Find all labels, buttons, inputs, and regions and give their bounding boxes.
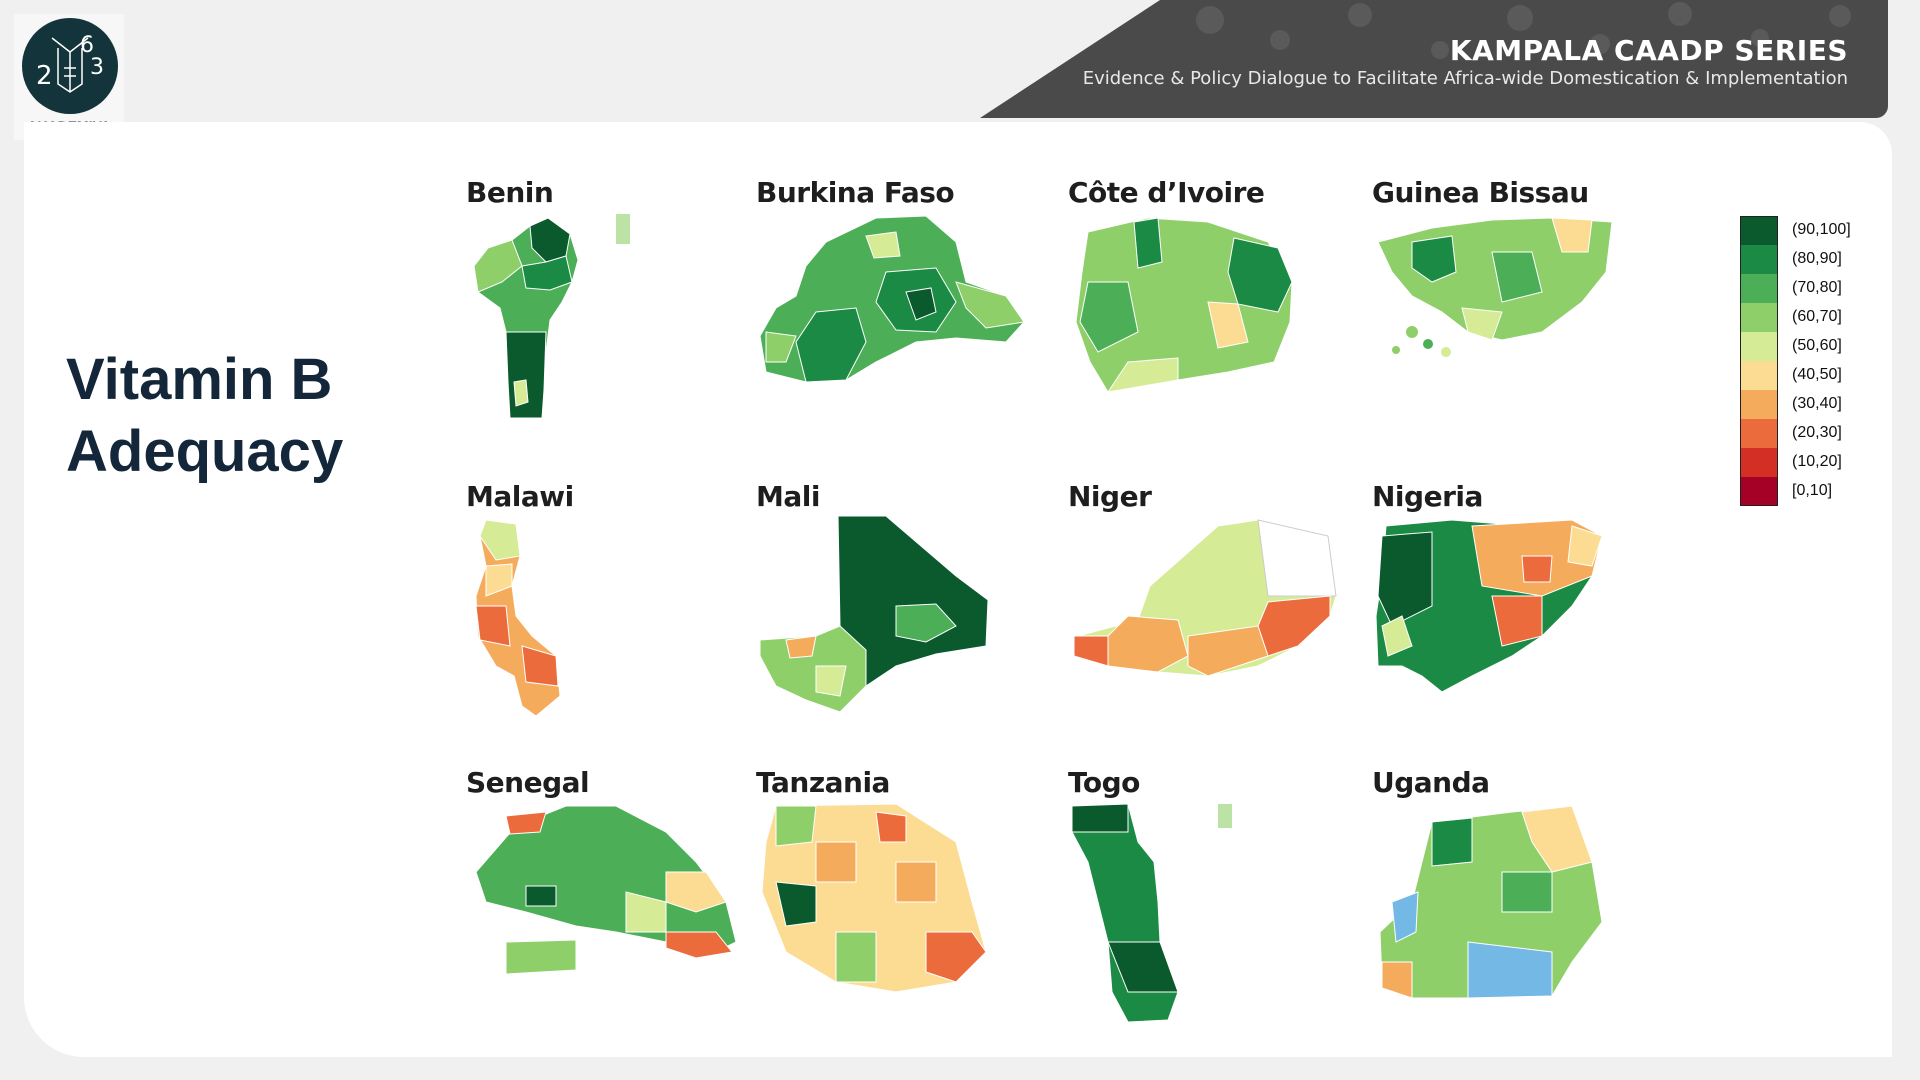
legend-swatch [1740, 274, 1778, 303]
map-title-nigeria: Nigeria [1372, 480, 1483, 513]
choropleth-uganda [1379, 805, 1603, 999]
map-title-guinea-bissau: Guinea Bissau [1372, 176, 1589, 209]
legend-swatch [1740, 332, 1778, 361]
choropleth-nigeria [1375, 519, 1603, 693]
choropleth-niger [1073, 519, 1337, 677]
header-banner: KAMPALA CAADP SERIES Evidence & Policy D… [980, 0, 1888, 118]
page-title-line1: Vitamin B [66, 347, 333, 412]
page-title-line2: Adequacy [66, 419, 344, 484]
legend-swatch [1740, 419, 1778, 448]
svg-text:3: 3 [90, 55, 104, 80]
map-title-benin: Benin [466, 176, 554, 209]
choropleth-burkina-faso [759, 215, 1025, 383]
legend-swatch [1740, 448, 1778, 477]
legend-label: (10,20] [1792, 453, 1842, 470]
series-subtitle: Evidence & Policy Dialogue to Facilitate… [1082, 68, 1848, 89]
choropleth-senegal [475, 805, 737, 975]
legend-label: (30,40] [1792, 395, 1842, 412]
legend-swatch [1740, 361, 1778, 390]
svg-text:6: 6 [80, 33, 94, 58]
series-title: KAMPALA CAADP SERIES [1449, 34, 1848, 67]
page-title: Vitamin B Adequacy [66, 344, 343, 488]
akademiya-logo: 2 6 3 AKADEMIYA [14, 14, 124, 140]
choropleth-malawi [475, 519, 561, 717]
map-title-niger: Niger [1068, 480, 1152, 513]
map-title-tanzania: Tanzania [756, 766, 890, 799]
logo-emblem-icon: 2 6 3 [22, 18, 118, 114]
legend-swatch [1740, 216, 1778, 245]
choropleth-togo [1071, 803, 1232, 1023]
svg-text:2: 2 [36, 61, 53, 91]
choropleth-mali [759, 516, 989, 713]
map-title-senegal: Senegal [466, 766, 590, 799]
map-title-mali: Mali [756, 480, 820, 513]
legend-label: (90,100] [1792, 221, 1851, 238]
legend-label: (70,80] [1792, 279, 1842, 296]
legend-label: (40,50] [1792, 366, 1842, 383]
choropleth-tanzania [761, 803, 987, 993]
legend-label: [0,10] [1792, 482, 1833, 499]
map-title-cote-divoire: Côte d’Ivoire [1068, 176, 1265, 209]
choropleth-benin [473, 214, 630, 419]
legend-swatch [1740, 390, 1778, 419]
choropleth-guinea-bissau [1377, 217, 1613, 357]
legend-swatch [1740, 245, 1778, 274]
banner-background-pattern [1196, 2, 1851, 59]
legend-swatch [1740, 303, 1778, 332]
map-title-burkina-faso: Burkina Faso [756, 176, 955, 209]
legend-label: (20,30] [1792, 424, 1842, 441]
legend-label: (80,90] [1792, 250, 1842, 267]
map-title-malawi: Malawi [466, 480, 574, 513]
map-title-togo: Togo [1068, 766, 1140, 799]
map-title-uganda: Uganda [1372, 766, 1490, 799]
legend-swatch [1740, 477, 1778, 506]
legend-label: (60,70] [1792, 308, 1842, 325]
choropleth-cote-divoire [1075, 217, 1293, 393]
legend-label: (50,60] [1792, 337, 1842, 354]
